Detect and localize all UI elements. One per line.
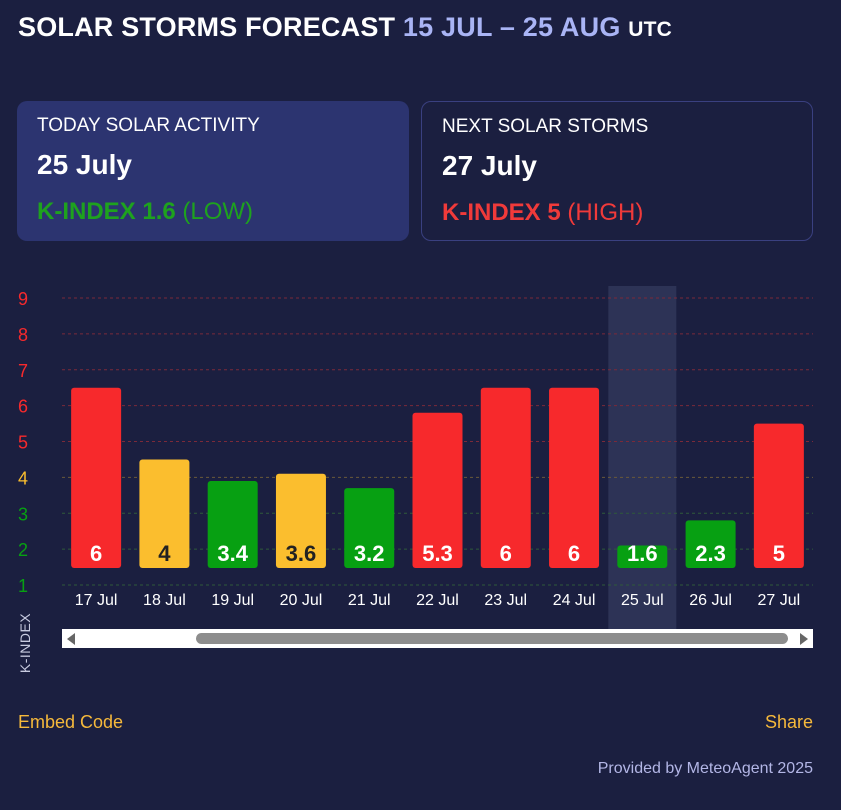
x-tick-label: 17 Jul	[75, 592, 118, 609]
y-tick-label: 6	[18, 397, 28, 417]
y-tick-label: 3	[18, 504, 28, 524]
y-tick-label: 9	[18, 289, 28, 309]
next-k-value: K-INDEX 5	[442, 199, 561, 226]
y-tick-label: 2	[18, 540, 28, 560]
credit-text: Provided by MeteoAgent 2025	[597, 760, 813, 777]
x-tick-label: 22 Jul	[416, 592, 459, 609]
bar-value-label: 4	[158, 541, 171, 566]
scroll-right-arrow-icon[interactable]	[800, 633, 808, 645]
y-tick-label: 4	[18, 468, 28, 488]
next-storms-card: NEXT SOLAR STORMS 27 July K-INDEX 5 (HIG…	[421, 101, 813, 241]
x-tick-label: 26 Jul	[689, 592, 732, 609]
today-k-index: K-INDEX 1.6 (LOW)	[37, 198, 253, 226]
x-tick-label: 21 Jul	[348, 592, 391, 609]
next-k-level: (HIGH)	[567, 199, 644, 226]
bar-value-label: 5	[773, 541, 785, 566]
k-index-bar-chart: 1 2 3 4 5 6 7 8 9 6 17 Jul 4 18 Jul 3.4 19 Jul 3.6 20 Ju…	[18, 286, 813, 629]
today-activity-card: TODAY SOLAR ACTIVITY 25 July K-INDEX 1.6…	[17, 101, 409, 241]
bar[interactable]	[412, 412, 463, 568]
bar-value-label: 2.3	[695, 541, 726, 566]
bar-value-label: 3.2	[354, 541, 385, 566]
bar-value-label: 5.3	[422, 541, 453, 566]
bar[interactable]	[139, 459, 190, 568]
bar[interactable]	[753, 423, 804, 568]
bar[interactable]	[480, 387, 531, 568]
y-tick-label: 8	[18, 325, 28, 345]
title-text: SOLAR STORMS FORECAST	[18, 12, 396, 42]
bar[interactable]	[344, 488, 395, 568]
next-card-label: NEXT SOLAR STORMS	[442, 116, 649, 137]
today-k-value: K-INDEX 1.6	[37, 198, 176, 225]
bar-value-label: 1.6	[627, 541, 658, 566]
today-highlight	[608, 286, 677, 629]
bar[interactable]	[685, 520, 736, 568]
x-tick-label: 27 Jul	[758, 592, 801, 609]
scroll-thumb[interactable]	[196, 633, 788, 644]
y-axis-label: K-INDEX	[17, 612, 33, 674]
bar-value-label: 6	[500, 541, 512, 566]
bar[interactable]	[207, 480, 258, 568]
bar[interactable]	[549, 387, 600, 568]
x-tick-label: 24 Jul	[553, 592, 596, 609]
bar[interactable]	[275, 473, 326, 568]
bar-value-label: 6	[90, 541, 102, 566]
embed-code-link[interactable]: Embed Code	[18, 712, 124, 732]
y-tick-label: 1	[18, 576, 28, 596]
y-tick-label: 7	[18, 361, 28, 381]
today-card-label: TODAY SOLAR ACTIVITY	[37, 115, 260, 136]
today-k-level: (LOW)	[182, 198, 254, 225]
date-range: 15 JUL – 25 AUG	[402, 12, 621, 42]
x-tick-label: 18 Jul	[143, 592, 186, 609]
bar[interactable]	[617, 545, 668, 568]
scroll-left-arrow-icon[interactable]	[67, 633, 75, 645]
share-link[interactable]: Share	[764, 712, 813, 732]
chart-scrollbar[interactable]	[62, 629, 813, 648]
bar[interactable]	[71, 387, 122, 568]
timezone-label: UTC	[628, 18, 672, 41]
x-tick-label: 25 Jul	[621, 592, 664, 609]
x-tick-label: 20 Jul	[280, 592, 323, 609]
x-tick-label: 19 Jul	[211, 592, 254, 609]
next-k-index: K-INDEX 5 (HIGH)	[442, 199, 643, 227]
today-card-date: 25 July	[37, 149, 132, 180]
bar-value-label: 3.4	[217, 541, 248, 566]
bar-value-label: 6	[568, 541, 580, 566]
x-tick-label: 23 Jul	[484, 592, 527, 609]
bar-value-label: 3.6	[286, 541, 317, 566]
y-tick-label: 5	[18, 433, 28, 453]
next-card-date: 27 July	[442, 150, 537, 181]
page-title: SOLAR STORMS FORECAST 15 JUL – 25 AUG UT…	[18, 12, 672, 43]
